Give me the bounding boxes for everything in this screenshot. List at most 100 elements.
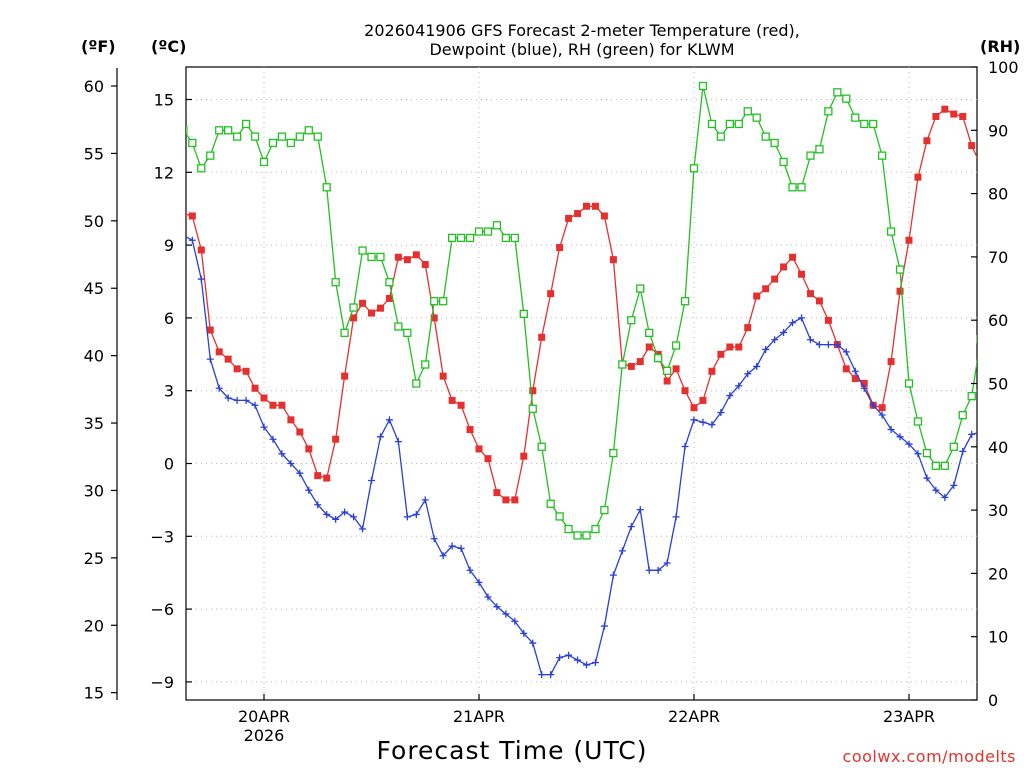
dewpoint-point bbox=[618, 547, 626, 555]
relative-humidity-point bbox=[922, 448, 932, 458]
temperature-point bbox=[117, 283, 124, 290]
relative-humidity-point bbox=[403, 328, 412, 338]
dewpoint-point bbox=[699, 418, 707, 426]
rh-unit-label: (RH) bbox=[980, 37, 1020, 56]
dewpoint-point bbox=[323, 510, 331, 518]
dewpoint-point bbox=[950, 481, 958, 489]
temperature-point bbox=[941, 105, 949, 113]
dewpoint-point bbox=[753, 362, 761, 370]
dewpoint-point bbox=[314, 501, 322, 509]
temperature-point bbox=[206, 326, 214, 334]
temperature-point bbox=[547, 290, 555, 298]
relative-humidity-point bbox=[680, 297, 690, 306]
temperature-point bbox=[341, 372, 349, 380]
dewpoint-point bbox=[135, 295, 142, 302]
dewpoint-point bbox=[439, 552, 447, 560]
dewpoint-point bbox=[663, 559, 671, 567]
temperature-point bbox=[923, 137, 931, 145]
relative-humidity-point bbox=[886, 227, 896, 236]
temperature-point bbox=[627, 362, 635, 370]
relative-humidity-point bbox=[259, 157, 269, 167]
dewpoint-point bbox=[376, 433, 384, 441]
celsius-tick-label: 15 bbox=[154, 91, 174, 110]
temperature-point bbox=[162, 208, 169, 215]
relative-humidity-point bbox=[108, 120, 115, 127]
fahrenheit-axis: 60 55 50 45 40 35 30 25 20 15 bbox=[84, 77, 117, 703]
dewpoint-point bbox=[681, 443, 689, 451]
temperature-point bbox=[260, 394, 268, 402]
dewpoint-point bbox=[645, 566, 653, 574]
dewpoint-point bbox=[403, 513, 411, 521]
rh-tick-label: 70 bbox=[988, 248, 1008, 267]
temperature-point bbox=[430, 314, 438, 322]
temperature-point bbox=[806, 290, 814, 298]
relative-humidity-point bbox=[349, 303, 358, 312]
temperature-point bbox=[186, 210, 187, 218]
relative-humidity-point bbox=[385, 278, 394, 287]
relative-humidity-point bbox=[277, 132, 287, 141]
dewpoint-point bbox=[627, 523, 635, 531]
temperature-point bbox=[824, 316, 832, 324]
temperature-point bbox=[135, 259, 142, 266]
dewpoint-point bbox=[896, 433, 904, 441]
dewpoint-point bbox=[923, 474, 931, 482]
relative-humidity-point bbox=[304, 126, 313, 135]
relative-humidity-point bbox=[313, 132, 322, 141]
temperature-point bbox=[771, 275, 779, 283]
dewpoint-point bbox=[341, 508, 349, 516]
dewpoint-point bbox=[780, 328, 788, 336]
relative-humidity-point bbox=[851, 113, 860, 122]
temperature-point bbox=[511, 496, 519, 504]
temperature-point bbox=[932, 112, 940, 120]
relative-humidity-point bbox=[188, 138, 197, 148]
relative-humidity-point bbox=[725, 119, 734, 129]
relative-humidity-point bbox=[501, 233, 511, 243]
temperature-point bbox=[520, 452, 528, 460]
temperature-point bbox=[368, 309, 375, 317]
celsius-unit-label: (ºC) bbox=[151, 37, 186, 56]
relative-humidity-point bbox=[186, 126, 188, 135]
temperature-point bbox=[421, 261, 429, 269]
dewpoint-point bbox=[789, 319, 797, 327]
temperature-point bbox=[860, 379, 868, 387]
dewpoint-point bbox=[762, 345, 770, 353]
relative-humidity-point bbox=[815, 145, 824, 154]
temperature-point bbox=[493, 489, 501, 497]
relative-humidity-point bbox=[322, 183, 331, 192]
dewpoint-point bbox=[941, 493, 949, 501]
temperature-point bbox=[717, 350, 725, 358]
celsius-tick-label: 3 bbox=[164, 382, 174, 401]
relative-humidity-point bbox=[627, 316, 636, 325]
temperature-point bbox=[242, 367, 250, 375]
relative-humidity-point bbox=[976, 335, 977, 344]
temperature-point bbox=[197, 246, 205, 254]
rh-tick-label: 30 bbox=[988, 501, 1008, 520]
temperature-point bbox=[171, 203, 178, 210]
dewpoint-point bbox=[986, 421, 993, 428]
relative-humidity-point bbox=[609, 448, 618, 458]
chart-subtitle: Dewpoint (blue), RH (green) for KLWM bbox=[429, 40, 734, 59]
celsius-tick-label: −9 bbox=[150, 673, 174, 692]
dewpoint-point bbox=[493, 603, 501, 611]
dewpoint-point bbox=[744, 370, 752, 378]
temperature-point bbox=[780, 263, 788, 271]
relative-humidity-point bbox=[662, 366, 672, 375]
dewpoint-point bbox=[475, 578, 483, 586]
relative-humidity-point bbox=[734, 119, 743, 129]
dewpoint-point bbox=[412, 510, 420, 518]
fahrenheit-tick-label: 15 bbox=[84, 684, 104, 703]
relative-humidity-point bbox=[573, 531, 582, 540]
celsius-axis: 15 12 9 6 3 0 −3 −6 −9 bbox=[150, 91, 192, 692]
relative-humidity-point bbox=[949, 442, 958, 451]
relative-humidity-point bbox=[654, 354, 663, 363]
relative-humidity-point bbox=[555, 512, 564, 521]
temperature-point bbox=[394, 253, 402, 261]
temperature-point bbox=[538, 333, 546, 341]
relative-humidity-point bbox=[671, 341, 681, 350]
fahrenheit-tick-label: 55 bbox=[84, 144, 104, 163]
series-group bbox=[108, 81, 993, 679]
temperature-point bbox=[645, 343, 653, 351]
dewpoint-point bbox=[484, 593, 492, 601]
temperature-point bbox=[959, 112, 967, 120]
